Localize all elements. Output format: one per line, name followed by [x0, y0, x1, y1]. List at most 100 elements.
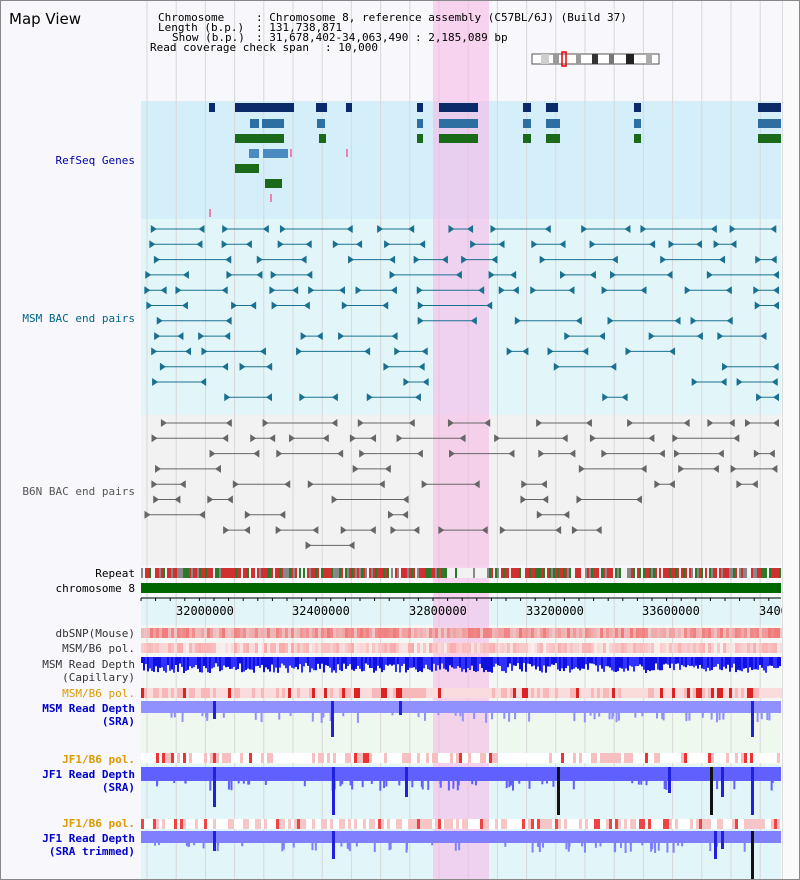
repeat-segment: [155, 568, 157, 578]
repeat-segment: [307, 568, 309, 578]
msm-bac-end: [713, 240, 720, 249]
msm-cap-depth-bar: [561, 657, 563, 669]
right-scroll-edge[interactable]: [782, 1, 799, 879]
msm-cap-depth-bar: [675, 657, 677, 664]
dbsnp-cell: [618, 628, 621, 638]
msm-cap-depth-bar: [317, 657, 319, 664]
repeat-segment: [731, 568, 733, 578]
jf1-pol2-cell: [243, 819, 246, 829]
msm-pol-cell: [699, 643, 702, 653]
msm-pol2-cell: [759, 688, 762, 698]
refseq-genes-label[interactable]: RefSeq Genes: [55, 154, 135, 167]
dbsnp-cell: [573, 628, 576, 638]
msm-pol2-cell: [420, 688, 423, 698]
msm-pol2-cell: [384, 688, 387, 698]
msm-cap-depth-bar: [187, 657, 189, 670]
msm-bac-end: [770, 225, 777, 233]
repeat-segment: [631, 568, 633, 578]
repeat-segment: [673, 568, 675, 578]
jf1-pol-cell: [213, 753, 216, 763]
b6n-bac-label[interactable]: B6N BAC end pairs: [22, 485, 135, 498]
msm-cap-depth-bar: [431, 657, 433, 672]
jf1-pol2-cell: [609, 819, 612, 829]
repeat-segment: [493, 568, 495, 578]
jf1-b6-pol-label-2[interactable]: JF1/B6 pol.: [62, 817, 135, 830]
msm-b6-pol-label[interactable]: MSM/B6 pol.: [62, 642, 135, 655]
msm-bac-label[interactable]: MSM BAC end pairs: [22, 312, 135, 325]
repeat-segment: [237, 568, 239, 578]
msm-bac-end: [720, 378, 727, 386]
jf1-pol2-cell: [576, 819, 579, 829]
msm-pol-cell: [600, 643, 603, 653]
msm-cap-depth-bar: [437, 657, 439, 666]
msm-cap-depth-bar: [617, 657, 619, 672]
msm-cap-depth-bar: [555, 657, 557, 664]
msm-cap-depth-bar: [743, 657, 745, 669]
msm-cap-depth-bar: [241, 657, 243, 673]
dbsnp-cell: [336, 628, 339, 638]
jf1-pol2-cell: [558, 819, 561, 829]
jf1-sra-depth-bar: [421, 781, 424, 790]
msm-pol-cell: [672, 643, 675, 653]
msm-b6-pol-label-2[interactable]: MSM/B6 pol.: [62, 687, 135, 700]
msm-pol2-cell: [534, 688, 537, 698]
msm-bac-end: [461, 255, 468, 264]
b6n-bac-end: [179, 480, 186, 489]
msm-read-depth-sra-label-1[interactable]: MSM Read Depth: [42, 702, 135, 715]
chromosome-label[interactable]: chromosome 8: [55, 582, 135, 595]
msm-pol-cell: [684, 643, 687, 653]
dbsnp-cell: [207, 628, 210, 638]
msm-pol2-cell: [309, 688, 312, 698]
msm-cap-depth-bar: [695, 657, 697, 666]
msm-pol-cell: [264, 643, 267, 653]
selected-region-highlight[interactable]: [433, 1, 489, 879]
msm-pol-cell: [582, 643, 585, 653]
jf1-pol2-cell: [612, 819, 615, 829]
repeat-segment: [313, 568, 315, 578]
jf1-read-depth-sra-label-1[interactable]: JF1 Read Depth: [42, 768, 135, 781]
msm-cap-depth-bar: [497, 657, 499, 666]
msm-cap-depth-bar: [353, 657, 355, 671]
msm-cap-depth-bar: [369, 657, 371, 669]
repeat-segment: [363, 568, 365, 578]
msm-bac-end: [160, 286, 167, 295]
jf1-pol-cell: [369, 753, 372, 763]
b6n-bac-end: [144, 510, 151, 519]
msm-bac-end: [598, 332, 605, 341]
msm-bac-end: [581, 225, 588, 233]
msm-bac-end: [486, 301, 493, 310]
msm-cap-depth-bar: [327, 657, 329, 666]
b6n-bac-end: [707, 419, 714, 427]
msm-pol-cell: [660, 643, 663, 653]
msm-pol-cell: [357, 643, 360, 653]
jf1-pol-cell: [558, 753, 561, 763]
msm-pol-cell: [390, 643, 393, 653]
msm-read-depth-cap-label-1[interactable]: MSM Read Depth: [42, 658, 135, 671]
repeat-label[interactable]: Repeat: [95, 567, 135, 580]
jf1-b6-pol-label[interactable]: JF1/B6 pol.: [62, 753, 135, 766]
repeat-segment: [707, 568, 709, 578]
repeat-segment: [601, 568, 603, 578]
jf1-read-depth-trim-label-1[interactable]: JF1 Read Depth: [42, 832, 135, 845]
jf1-pol-cell: [150, 753, 153, 763]
dbsnp-cell: [762, 628, 765, 638]
repeat-segment: [195, 568, 197, 578]
msm-cap-depth-bar: [409, 657, 411, 668]
dbsnp-label[interactable]: dbSNP(Mouse): [55, 627, 135, 640]
msm-pol2-cell: [684, 688, 687, 698]
msm-cap-depth-bar: [251, 657, 253, 670]
dbsnp-cell: [177, 628, 180, 638]
jf1-pol2-cell: [594, 819, 597, 829]
repeat-segment: [185, 568, 187, 578]
dbsnp-cell: [363, 628, 366, 638]
msm-bac-end: [181, 301, 188, 310]
jf1-pol-cell: [459, 753, 462, 763]
msm-cap-depth-bar: [259, 657, 261, 668]
msm-pol-cell: [561, 643, 564, 653]
repeat-segment: [681, 568, 683, 578]
jf1-pol-cell: [372, 753, 375, 763]
msm-pol2-cell: [153, 688, 156, 698]
jf1-pol-cell: [306, 753, 309, 763]
jf1-pol-cell: [513, 753, 516, 763]
